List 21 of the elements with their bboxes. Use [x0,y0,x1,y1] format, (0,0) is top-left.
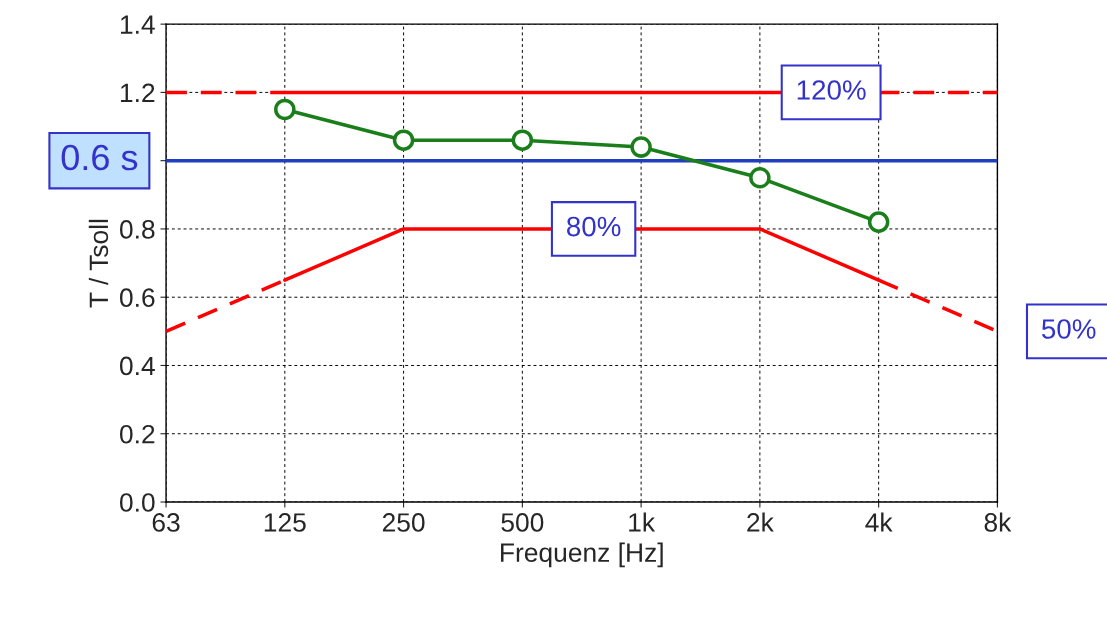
x-tick-label: 500 [501,513,544,532]
y-tick-label: 0.2 [119,424,155,444]
ref-line-label: 0.6 s [61,144,138,171]
y-axis-title: T / Tsoll [88,219,109,308]
x-tick-label: 8k [984,512,1012,532]
y-tick-label: 1.2 [120,83,155,102]
y-tick-label: 0.8 [119,220,155,239]
annotation: 120% [797,80,866,100]
annotation: 80% [567,216,621,237]
x-tick-label: 2k [747,512,774,532]
text: 50% [1041,319,1096,339]
x-tick-label: 125 [264,513,306,532]
y-tick-label: 0.6 [119,288,155,308]
y-tick-label: 0.0 [119,493,155,512]
y-tick-label: 0.4 [119,356,155,376]
x-tick-label: 63 [152,513,180,532]
x-tick-label: 4k [865,512,893,532]
y-tick-label: 1.4 [120,15,155,34]
x-axis-title: Frequenz [Hz] [501,542,663,568]
x-tick-label: 1k [629,512,656,532]
x-tick-label: 250 [382,513,425,532]
